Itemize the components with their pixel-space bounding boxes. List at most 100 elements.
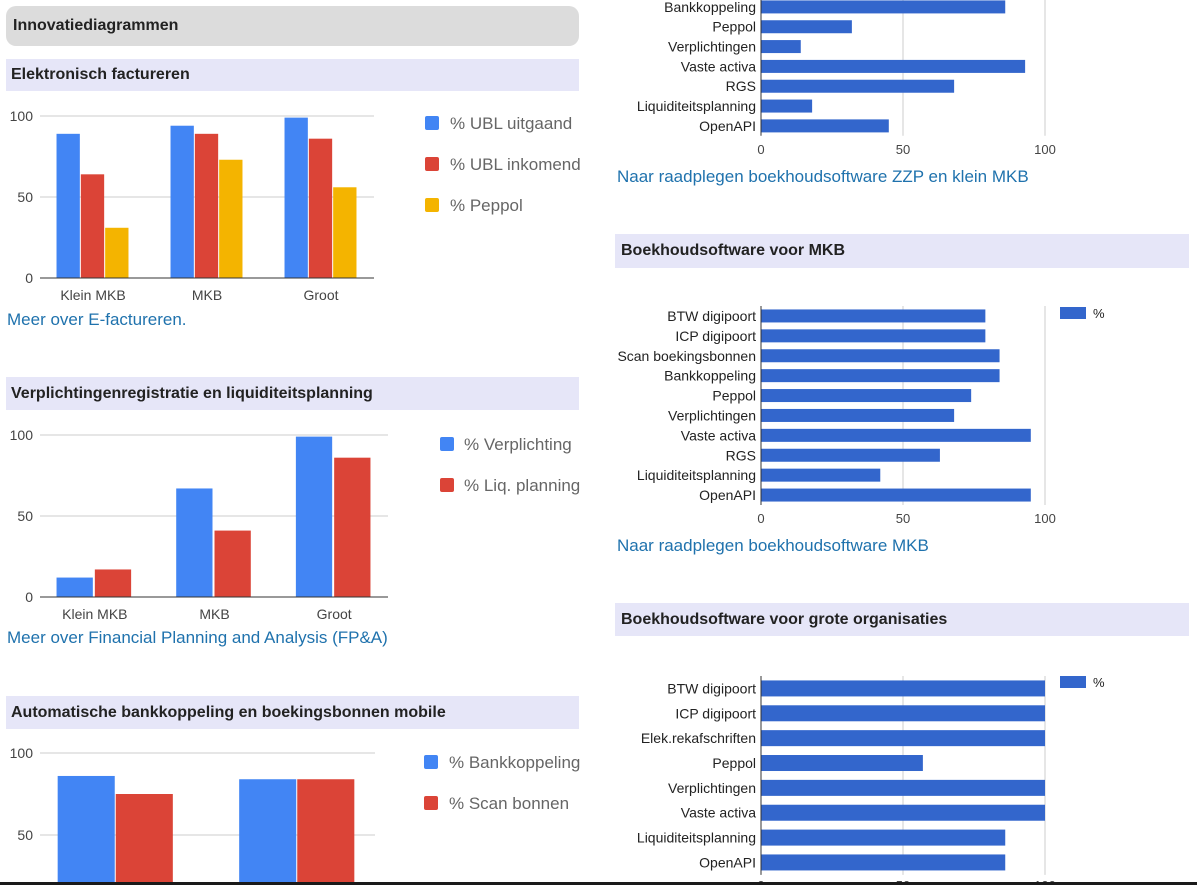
x-tick-label: 50 xyxy=(896,142,910,157)
bar[interactable] xyxy=(761,329,986,343)
legend-label: % Liq. planning xyxy=(464,476,580,495)
section-title-boekhoudsoftware-groot: Boekhoudsoftware voor grote organisaties xyxy=(615,603,1189,636)
bar[interactable] xyxy=(761,488,1031,502)
bar[interactable] xyxy=(308,138,333,278)
bar[interactable] xyxy=(761,369,1000,383)
bar[interactable] xyxy=(761,20,852,34)
chart-bankkoppeling-boekingsbonnen: 50 100 % Bankkoppeling % Scan bonnen xyxy=(10,745,580,882)
x-tick-label: 0 xyxy=(757,878,764,882)
category-label: Liquiditeitsplanning xyxy=(637,830,756,846)
link-meer-over-fpa[interactable]: Meer over Financial Planning and Analysi… xyxy=(7,628,388,647)
category-label: Vaste activa xyxy=(681,427,756,443)
bar[interactable] xyxy=(56,577,93,597)
category-label: Peppol xyxy=(712,755,756,771)
legend-label: % xyxy=(1093,675,1105,690)
bar[interactable] xyxy=(115,794,173,882)
bar[interactable] xyxy=(297,779,355,882)
page-title: Innovatiediagrammen xyxy=(6,6,579,46)
bar[interactable] xyxy=(761,779,1045,796)
bar[interactable] xyxy=(219,159,243,278)
bar[interactable] xyxy=(761,829,1006,846)
category-label: Groot xyxy=(317,606,352,622)
bar[interactable] xyxy=(761,0,1006,14)
link-meer-over-e-factureren[interactable]: Meer over E-factureren. xyxy=(7,310,187,329)
bar[interactable] xyxy=(334,457,371,597)
bar[interactable] xyxy=(761,755,923,772)
x-tick-label: 50 xyxy=(896,511,910,526)
bar[interactable] xyxy=(170,125,194,278)
bar[interactable] xyxy=(761,40,801,54)
chart-boekhoudsoftware-mkb: 0 50 100 BTW digipoort ICP digipoort Scan boe… xyxy=(617,306,1105,526)
bar[interactable] xyxy=(761,119,889,133)
y-tick-label: 100 xyxy=(10,108,34,124)
legend-swatch xyxy=(1060,307,1086,319)
bar[interactable] xyxy=(295,436,333,597)
legend-swatch xyxy=(440,478,454,492)
section-title-verplichtingenregistratie: Verplichtingenregistratie en liquiditeit… xyxy=(6,377,579,410)
bar[interactable] xyxy=(761,408,955,422)
category-label: Peppol xyxy=(712,19,756,35)
bar[interactable] xyxy=(284,117,308,279)
legend-label: % UBL inkomend xyxy=(450,155,581,174)
bar[interactable] xyxy=(761,468,881,482)
category-label: Klein MKB xyxy=(62,606,127,622)
category-label: OpenAPI xyxy=(699,487,756,503)
section-title-bankkoppeling: Automatische bankkoppeling en boekingsbo… xyxy=(6,696,579,729)
bar[interactable] xyxy=(761,389,972,403)
category-label: Verplichtingen xyxy=(668,407,756,423)
chart-boekhoudsoftware-groot: 0 50 100 BTW digipoort ICP digipoort Elek.rek… xyxy=(637,675,1105,882)
bar[interactable] xyxy=(176,488,213,597)
section-title-boekhoudsoftware-mkb: Boekhoudsoftware voor MKB xyxy=(615,234,1189,268)
bar[interactable] xyxy=(761,428,1031,442)
category-label: ICP digipoort xyxy=(675,705,756,721)
bar[interactable] xyxy=(57,775,115,882)
bar[interactable] xyxy=(239,779,297,882)
x-tick-label: 0 xyxy=(757,142,764,157)
category-label: ICP digipoort xyxy=(675,328,756,344)
bar[interactable] xyxy=(214,530,251,597)
category-label: Vaste activa xyxy=(681,58,756,74)
section-title-elektronisch-factureren: Elektronisch factureren xyxy=(6,59,579,91)
bar[interactable] xyxy=(761,309,986,323)
chart-verplichtingen-liquiditeit: 0 50 100 Klein MKB MKB Groot % Verplichting % L… xyxy=(10,427,581,622)
y-tick-label: 50 xyxy=(17,827,33,843)
category-label: Liquiditeitsplanning xyxy=(637,467,756,483)
bar[interactable] xyxy=(94,569,132,597)
y-tick-label: 0 xyxy=(25,270,33,286)
bar[interactable] xyxy=(761,79,955,93)
bar[interactable] xyxy=(761,705,1045,722)
category-label: Verplichtingen xyxy=(668,39,756,55)
bar[interactable] xyxy=(761,99,813,113)
bar[interactable] xyxy=(761,680,1045,697)
legend-label: % xyxy=(1093,306,1105,321)
bar[interactable] xyxy=(80,174,105,278)
category-label: BTW digipoort xyxy=(667,680,756,696)
x-tick-label: 50 xyxy=(896,878,910,882)
link-boekhoudsoftware-mkb[interactable]: Naar raadplegen boekhoudsoftware MKB xyxy=(617,536,929,555)
bar[interactable] xyxy=(333,187,357,278)
y-tick-label: 100 xyxy=(10,427,34,443)
category-label: MKB xyxy=(199,606,229,622)
bar[interactable] xyxy=(56,133,80,278)
y-tick-label: 0 xyxy=(25,589,33,605)
legend-swatch xyxy=(425,116,439,130)
category-label: OpenAPI xyxy=(699,854,756,870)
category-label: Elek.rekafschriften xyxy=(641,730,756,746)
legend-label: % Verplichting xyxy=(464,435,572,454)
link-boekhoudsoftware-zzp[interactable]: Naar raadplegen boekhoudsoftware ZZP en … xyxy=(617,167,1029,186)
bar[interactable] xyxy=(761,349,1000,363)
x-tick-label: 0 xyxy=(757,511,764,526)
window-bottom-edge xyxy=(0,882,1197,885)
bar[interactable] xyxy=(761,448,940,462)
bar[interactable] xyxy=(761,804,1045,821)
bar[interactable] xyxy=(761,854,1006,871)
bar[interactable] xyxy=(761,730,1045,747)
legend-swatch xyxy=(424,796,438,810)
y-tick-label: 100 xyxy=(10,745,34,761)
legend-swatch xyxy=(1060,676,1086,688)
legend-swatch xyxy=(424,755,438,769)
category-label: Bankkoppeling xyxy=(664,368,756,384)
bar[interactable] xyxy=(105,227,129,278)
bar[interactable] xyxy=(194,133,219,278)
bar[interactable] xyxy=(761,59,1026,73)
